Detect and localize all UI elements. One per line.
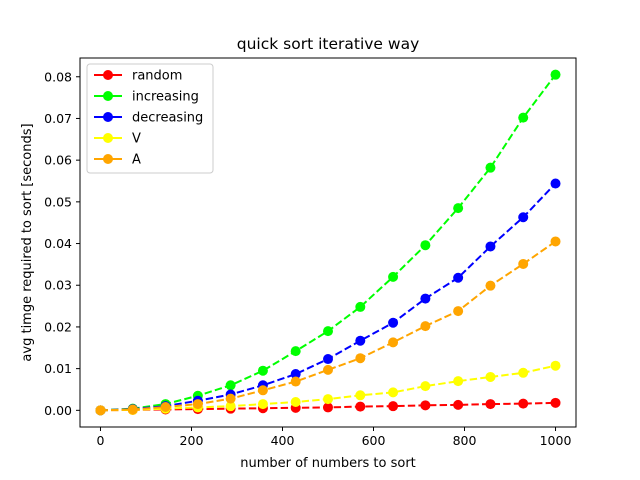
data-point-a	[355, 353, 366, 364]
data-point-v	[323, 394, 333, 405]
y-tick-label: 0.04	[44, 236, 72, 251]
x-tick-label: 0	[97, 433, 105, 448]
data-point-v	[355, 390, 366, 401]
y-tick-label: 0.03	[44, 278, 72, 293]
data-point-decreasing	[453, 272, 464, 283]
axes-ticks: 0 200 400 600 800 1000 0.00 0.01 0.02 0.03 0.04 0.0…	[44, 69, 571, 448]
data-point-v	[550, 360, 561, 371]
y-tick-label: 0.02	[44, 319, 72, 334]
data-point-increasing	[355, 301, 366, 312]
data-point-random	[518, 398, 529, 409]
data-point-increasing	[257, 365, 268, 376]
legend-label: random	[132, 69, 182, 84]
data-point-a	[453, 306, 464, 317]
data-point-decreasing	[420, 293, 431, 304]
legend-item-increasing: increasing	[94, 90, 199, 105]
series-layer	[95, 69, 561, 416]
data-point-decreasing	[323, 354, 333, 365]
data-point-decreasing	[518, 212, 529, 223]
data-point-decreasing	[485, 241, 496, 252]
data-point-random	[355, 401, 366, 412]
data-point-a	[225, 393, 236, 404]
data-point-increasing	[388, 271, 399, 282]
legend-marker-swatch	[103, 112, 113, 122]
data-point-increasing	[453, 203, 464, 214]
data-point-a	[518, 258, 529, 269]
data-point-v	[257, 399, 268, 410]
data-point-random	[485, 399, 496, 410]
data-point-a	[290, 376, 301, 387]
data-point-a	[257, 385, 268, 396]
data-point-v	[453, 376, 464, 387]
series-a	[95, 236, 561, 416]
legend-marker-swatch	[103, 91, 113, 101]
y-tick-label: 0.06	[44, 153, 72, 168]
series-line-a	[100, 240, 557, 412]
data-point-a	[388, 337, 399, 348]
legend-label: decreasing	[132, 111, 203, 126]
legend-frame	[86, 63, 214, 174]
y-axis-label: avg timge required to sort [seconds]	[20, 123, 35, 361]
data-point-increasing	[485, 162, 496, 173]
data-point-v	[518, 367, 529, 378]
data-point-v	[485, 371, 496, 382]
chart-title: quick sort iterative way	[237, 35, 420, 53]
legend: random increasing decreasing VA	[86, 63, 214, 174]
x-tick-label: 1000	[540, 433, 572, 448]
data-point-a	[323, 364, 333, 375]
data-point-random	[388, 401, 399, 412]
legend-marker-swatch	[103, 70, 113, 80]
legend-label: increasing	[132, 90, 199, 105]
legend-item-random: random	[94, 69, 182, 84]
y-tick-label: 0.05	[44, 194, 72, 209]
data-point-random	[453, 399, 464, 410]
legend-item-decreasing: decreasing	[94, 111, 203, 126]
legend-label: V	[132, 132, 141, 147]
plot-frame	[79, 57, 577, 428]
data-point-increasing	[290, 346, 301, 357]
data-point-decreasing	[355, 335, 366, 346]
legend-item-a: A	[94, 153, 141, 168]
x-axis-label: number of numbers to sort	[240, 456, 416, 471]
data-point-a	[127, 404, 138, 415]
x-tick-label: 200	[180, 433, 204, 448]
x-tick-label: 800	[453, 433, 477, 448]
data-point-increasing	[550, 69, 561, 80]
y-tick-label: 0.07	[44, 111, 72, 126]
data-point-a	[485, 280, 496, 291]
y-tick-label: 0.01	[44, 361, 72, 376]
data-point-a	[420, 321, 431, 332]
legend-item-v: V	[94, 132, 141, 147]
data-point-increasing	[323, 326, 333, 337]
data-point-random	[323, 402, 333, 413]
data-point-increasing	[518, 112, 529, 123]
data-point-a	[192, 399, 203, 410]
data-point-random	[420, 400, 431, 411]
x-tick-label: 400	[271, 433, 295, 448]
data-point-a	[160, 401, 171, 412]
data-point-v	[225, 401, 236, 412]
data-point-a	[95, 405, 106, 416]
legend-marker-swatch	[103, 133, 113, 143]
data-point-decreasing	[550, 178, 561, 189]
legend-label: A	[132, 153, 141, 168]
y-tick-label: 0.08	[44, 69, 72, 84]
x-tick-label: 600	[362, 433, 386, 448]
data-point-random	[550, 397, 561, 408]
data-point-v	[290, 396, 301, 407]
data-point-increasing	[225, 380, 236, 391]
data-point-decreasing	[290, 369, 301, 380]
y-tick-label: 0.00	[44, 403, 72, 418]
data-point-v	[388, 387, 399, 398]
data-point-decreasing	[388, 317, 399, 328]
data-point-v	[420, 381, 431, 392]
data-point-increasing	[420, 240, 431, 251]
data-point-a	[550, 236, 561, 247]
legend-marker-swatch	[103, 154, 113, 164]
